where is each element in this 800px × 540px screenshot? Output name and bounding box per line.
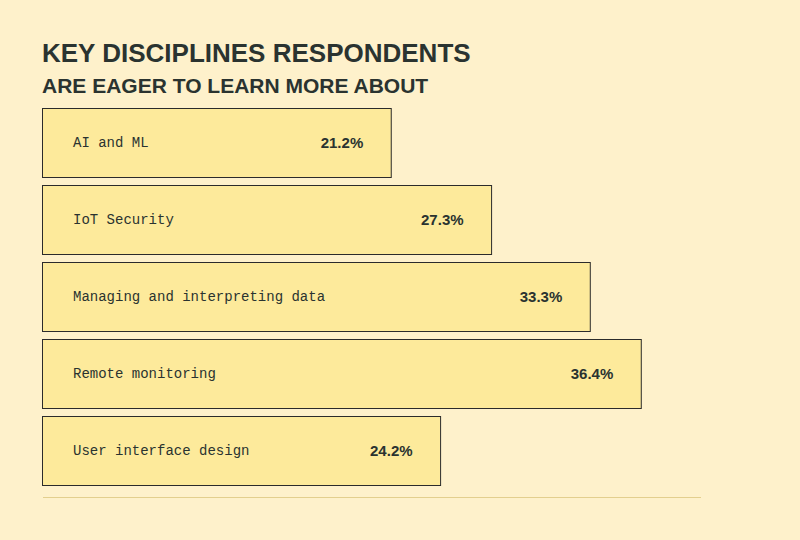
category-tick: AI and ML	[73, 135, 149, 151]
data-label: 21.2%	[321, 134, 364, 151]
category-tick: IoT Security	[73, 212, 174, 228]
data-label: 33.3%	[520, 288, 563, 305]
value-axis	[43, 497, 701, 498]
category-label: IoT Security	[73, 212, 174, 228]
bar	[43, 417, 441, 486]
data-label: 36.4%	[571, 365, 614, 382]
data-label: 24.2%	[370, 442, 413, 459]
title: KEY DISCIPLINES RESPONDENTS	[42, 38, 471, 68]
background	[0, 0, 800, 540]
data-label: 27.3%	[421, 211, 464, 228]
value-axis-line	[43, 497, 701, 498]
bar	[43, 340, 642, 409]
category-label: AI and ML	[73, 135, 149, 151]
category-label: User interface design	[73, 443, 249, 459]
category-label: Managing and interpreting data	[73, 289, 325, 305]
chart: KEY DISCIPLINES RESPONDENTS ARE EAGER TO …	[0, 0, 800, 540]
bars	[43, 109, 642, 486]
category-tick: User interface design	[73, 443, 249, 459]
category-tick: Remote monitoring	[73, 366, 216, 382]
data-labels: 21.2% 27.3% 33.3% 36.4% 24.2%	[321, 134, 614, 459]
category-axis: AI and ML IoT Security Managing and interp…	[73, 105, 325, 490]
bar	[43, 186, 492, 255]
category-label: Remote monitoring	[73, 366, 216, 382]
category-tick: Managing and interpreting data	[73, 289, 325, 305]
bar	[43, 263, 591, 332]
subtitle: ARE EAGER TO LEARN MORE ABOUT	[42, 74, 428, 97]
bar	[43, 109, 392, 178]
